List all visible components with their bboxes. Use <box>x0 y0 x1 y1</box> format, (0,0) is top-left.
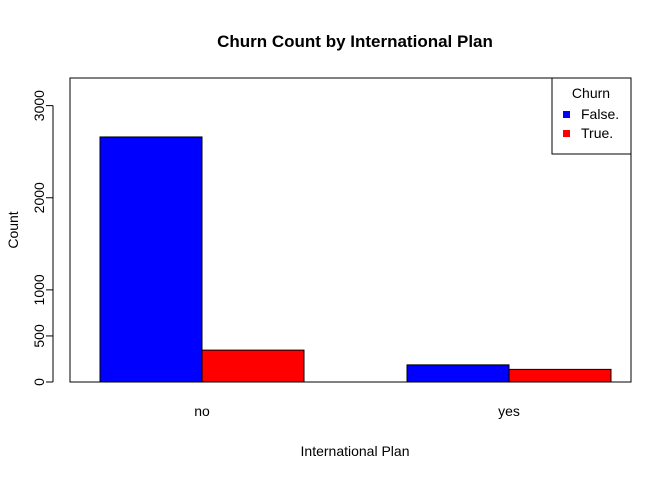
legend-title: Churn <box>572 85 610 101</box>
y-axis: 0 500 1000 2000 3000 <box>31 90 54 386</box>
y-tick-label: 500 <box>31 324 47 348</box>
plot-area-frame <box>69 77 632 383</box>
chart-title: Churn Count by International Plan <box>217 32 493 51</box>
y-tick-label: 0 <box>31 378 47 386</box>
bar-no-true <box>201 349 305 383</box>
x-tick-label: yes <box>498 403 520 419</box>
x-axis-label: International Plan <box>301 443 410 459</box>
legend-swatch <box>563 130 570 137</box>
bar-yes-true <box>508 368 612 383</box>
legend-swatch <box>563 111 570 118</box>
y-tick-label: 3000 <box>31 90 47 121</box>
x-axis: no yes <box>194 403 520 419</box>
y-tick-label: 1000 <box>31 274 47 305</box>
bar-no-false <box>99 136 203 383</box>
legend-label: True. <box>581 125 613 141</box>
bar-yes-false <box>406 364 510 383</box>
y-tick-label: 2000 <box>31 182 47 213</box>
x-tick-label: no <box>194 403 210 419</box>
y-axis-label: Count <box>5 211 21 248</box>
bars <box>99 136 612 383</box>
legend-label: False. <box>581 106 619 122</box>
legend: Churn False. True. <box>551 77 632 155</box>
